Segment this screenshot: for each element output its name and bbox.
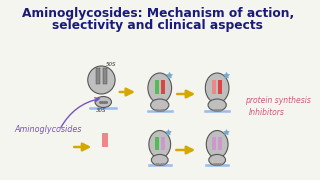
Bar — [212, 80, 216, 94]
Ellipse shape — [206, 130, 228, 158]
Ellipse shape — [148, 73, 172, 103]
Ellipse shape — [205, 73, 229, 103]
Text: selectivity and clinical aspects: selectivity and clinical aspects — [52, 19, 263, 32]
Bar — [155, 137, 159, 150]
Bar — [102, 133, 108, 147]
Bar — [218, 137, 222, 150]
Text: 30S: 30S — [96, 107, 107, 112]
Bar — [212, 137, 216, 150]
Text: 50S: 50S — [106, 62, 116, 66]
Text: Aminoglycosides: Aminoglycosides — [15, 125, 82, 134]
Ellipse shape — [95, 96, 111, 107]
Bar — [95, 68, 100, 84]
Ellipse shape — [149, 130, 171, 158]
Ellipse shape — [208, 99, 226, 111]
Bar — [161, 137, 164, 150]
Bar — [218, 80, 222, 94]
Bar — [103, 68, 107, 84]
Bar — [155, 80, 159, 94]
Text: protein synthesis: protein synthesis — [245, 96, 311, 105]
Ellipse shape — [88, 66, 115, 94]
Text: Aminoglycosides: Mechanism of action,: Aminoglycosides: Mechanism of action, — [22, 7, 294, 20]
Ellipse shape — [209, 154, 226, 165]
Bar — [161, 80, 165, 94]
Text: Inhibitors: Inhibitors — [249, 107, 285, 116]
Ellipse shape — [151, 99, 169, 111]
Ellipse shape — [151, 154, 168, 165]
